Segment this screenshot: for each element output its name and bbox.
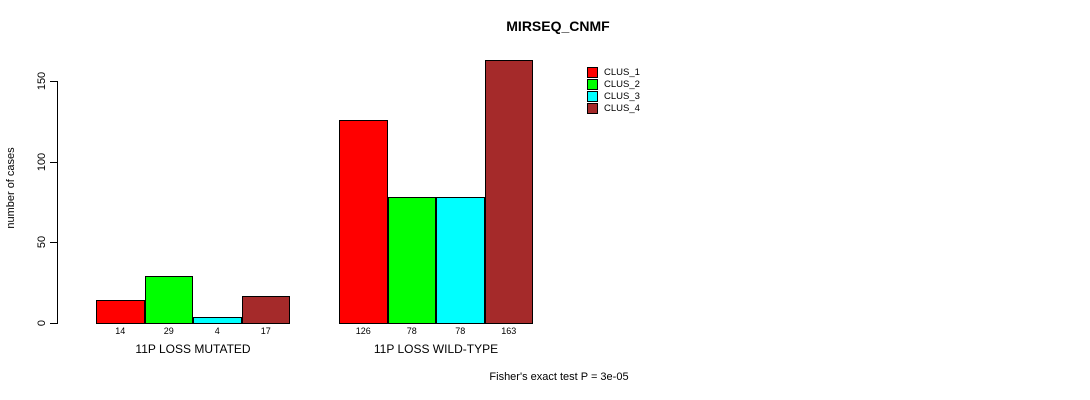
fisher-test-annotation: Fisher's exact test P = 3e-05 bbox=[489, 371, 629, 383]
y-axis-tick bbox=[50, 161, 57, 163]
bar-clus_4-group1 bbox=[241, 295, 290, 324]
y-axis-tick bbox=[50, 242, 57, 244]
chart-title: MIRSEQ_CNMF bbox=[506, 18, 610, 34]
bar-count-label: 163 bbox=[501, 326, 517, 336]
bar-count-label: 126 bbox=[355, 326, 371, 336]
legend-swatch-clus_2 bbox=[587, 79, 598, 90]
bar-count-label: 78 bbox=[455, 326, 466, 336]
bar-clus_1-group2 bbox=[339, 119, 388, 324]
legend-swatch-clus_3 bbox=[587, 91, 598, 102]
y-axis-tick-label: 0 bbox=[36, 319, 48, 327]
legend-swatch-clus_1 bbox=[587, 67, 598, 78]
bar-clus_2-group1 bbox=[144, 276, 193, 324]
bar-count-label: 29 bbox=[163, 326, 174, 336]
y-axis-tick-label: 100 bbox=[36, 152, 48, 171]
bar-count-label: 78 bbox=[406, 326, 417, 336]
y-axis-label: number of cases bbox=[5, 147, 17, 229]
y-axis-line bbox=[57, 81, 58, 324]
bar-clus_3-group1 bbox=[193, 316, 242, 324]
bar-count-label: 14 bbox=[115, 326, 126, 336]
legend-label-clus_3: CLUS_3 bbox=[604, 91, 640, 102]
bar-clus_3-group2 bbox=[436, 197, 485, 324]
legend-swatch-clus_4 bbox=[587, 103, 598, 114]
y-axis-tick bbox=[50, 81, 57, 82]
bar-clus_2-group2 bbox=[387, 197, 436, 324]
legend-label-clus_4: CLUS_4 bbox=[604, 103, 640, 114]
y-axis-tick bbox=[50, 323, 57, 324]
bar-clus_1-group1 bbox=[96, 300, 145, 324]
legend-label-clus_1: CLUS_1 bbox=[604, 67, 640, 78]
group-label-2: 11P LOSS WILD-TYPE bbox=[373, 342, 499, 356]
bar-count-label: 4 bbox=[214, 326, 220, 336]
y-axis-tick-label: 150 bbox=[36, 71, 48, 91]
y-axis-tick-label: 50 bbox=[36, 236, 48, 249]
bar-clus_4-group2 bbox=[484, 60, 533, 324]
legend-label-clus_2: CLUS_2 bbox=[604, 79, 640, 90]
group-label-1: 11P LOSS MUTATED bbox=[135, 342, 251, 356]
bar-count-label: 17 bbox=[260, 326, 271, 336]
